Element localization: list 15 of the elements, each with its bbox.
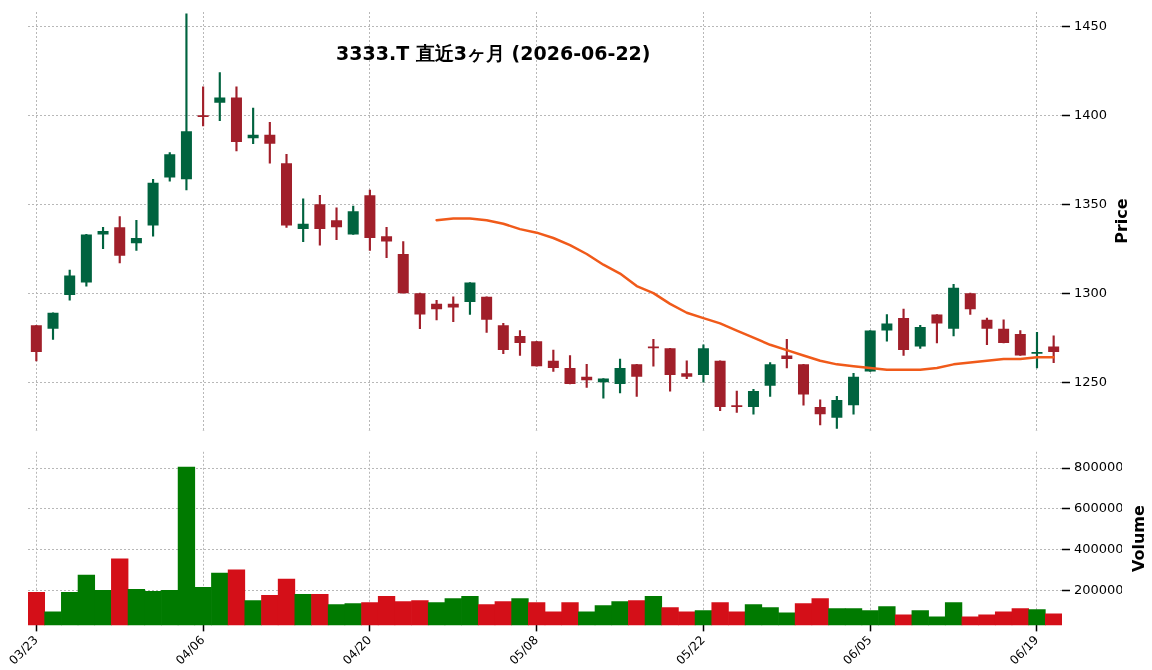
y-axis-title: Volume	[1128, 504, 1148, 573]
y-tick-label: 600000	[1074, 500, 1124, 516]
y-axis-title: Price	[1112, 198, 1132, 244]
y-tick-label: 1250	[1074, 373, 1108, 389]
y-tick-label: 1300	[1074, 284, 1108, 300]
y-tick-label: 200000	[1074, 581, 1124, 597]
candlestick	[381, 227, 393, 258]
y-tick-label: 1400	[1074, 106, 1108, 122]
candlestick	[331, 207, 343, 241]
candlestick	[180, 13, 192, 191]
y-tick-label: 400000	[1074, 540, 1124, 556]
y-tick-label: 1350	[1074, 195, 1108, 211]
text: 3333.T 直近3ヶ月 (2026-06-22)	[336, 41, 651, 64]
y-tick-label: 800000	[1074, 459, 1124, 475]
y-tick-label: 1450	[1074, 17, 1108, 33]
